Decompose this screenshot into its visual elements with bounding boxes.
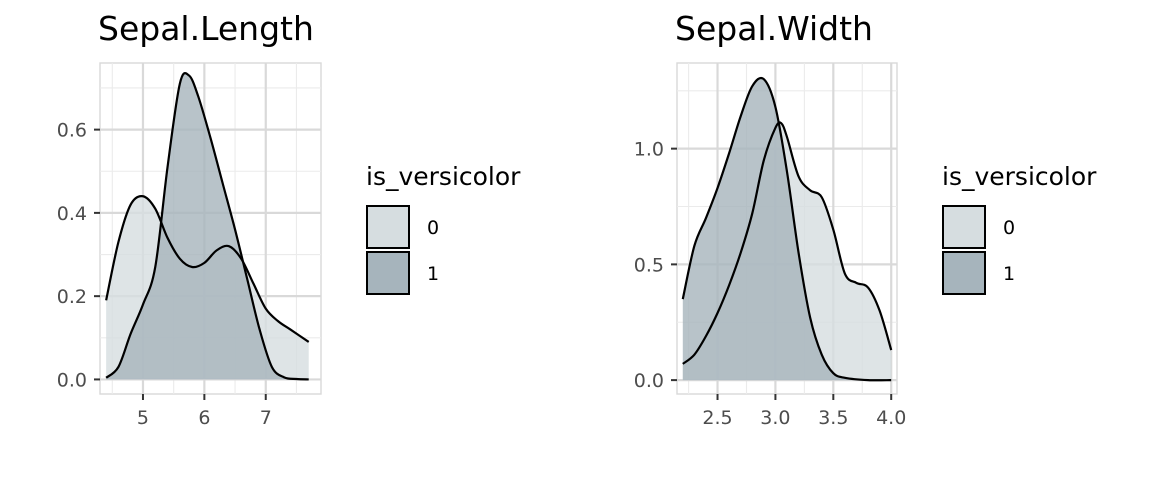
- x-tick-label: 3.0: [760, 407, 790, 429]
- x-axis: 2.5 3.0 3.5 4.0: [702, 394, 906, 429]
- y-tick-label: 0.2: [57, 286, 87, 308]
- x-tick-label: 4.0: [876, 407, 906, 429]
- legend-label-0: 0: [1003, 217, 1015, 239]
- y-tick-label: 0.0: [57, 369, 87, 391]
- y-tick-label: 0.5: [634, 254, 664, 276]
- density-lines: [681, 76, 893, 382]
- legend-label-0: 0: [427, 217, 439, 239]
- legend-swatch-1: [366, 251, 410, 295]
- legend-swatch-0: [942, 205, 986, 249]
- legend-label-1: 1: [1003, 263, 1015, 285]
- density-lines: [105, 72, 310, 381]
- x-tick-label: 6: [198, 407, 210, 429]
- density-line-1: [105, 72, 309, 381]
- y-tick-label: 0.6: [57, 120, 87, 142]
- x-axis: 5 6 7: [137, 394, 272, 429]
- panel-sepal-length: Sepal.Length 5 6 7 0.0 0.2 0.4 0.6 is_versico…: [57, 9, 521, 429]
- chart-title: Sepal.Length: [98, 9, 314, 48]
- x-tick-label: 2.5: [702, 407, 732, 429]
- x-tick-label: 7: [260, 407, 272, 429]
- density-line-1: [681, 76, 892, 382]
- y-tick-label: 1.0: [634, 139, 664, 161]
- density-line-0: [682, 121, 893, 365]
- legend: is_versicolor 0 1: [366, 162, 521, 295]
- legend-title: is_versicolor: [942, 162, 1097, 191]
- y-axis: 0.0 0.2 0.4 0.6: [57, 120, 100, 391]
- chart-title: Sepal.Width: [675, 9, 873, 48]
- y-tick-label: 0.0: [634, 370, 664, 392]
- legend-swatch-1: [942, 251, 986, 295]
- density-area-1: [682, 77, 892, 381]
- panel-sepal-width: Sepal.Width 2.5 3.0 3.5 4.0 0.0 0.5 1.0 is_ve…: [634, 9, 1097, 429]
- x-tick-label: 5: [137, 407, 149, 429]
- density-areas: [106, 73, 309, 380]
- legend-title: is_versicolor: [366, 162, 521, 191]
- density-line-0: [105, 194, 310, 343]
- density-area-1: [106, 73, 309, 380]
- y-axis: 0.0 0.5 1.0: [634, 139, 677, 392]
- legend-label-1: 1: [427, 263, 439, 285]
- legend-swatch-0: [366, 205, 410, 249]
- x-tick-label: 3.5: [818, 407, 848, 429]
- density-areas: [682, 77, 892, 381]
- y-tick-label: 0.4: [57, 203, 87, 225]
- legend: is_versicolor 0 1: [942, 162, 1097, 295]
